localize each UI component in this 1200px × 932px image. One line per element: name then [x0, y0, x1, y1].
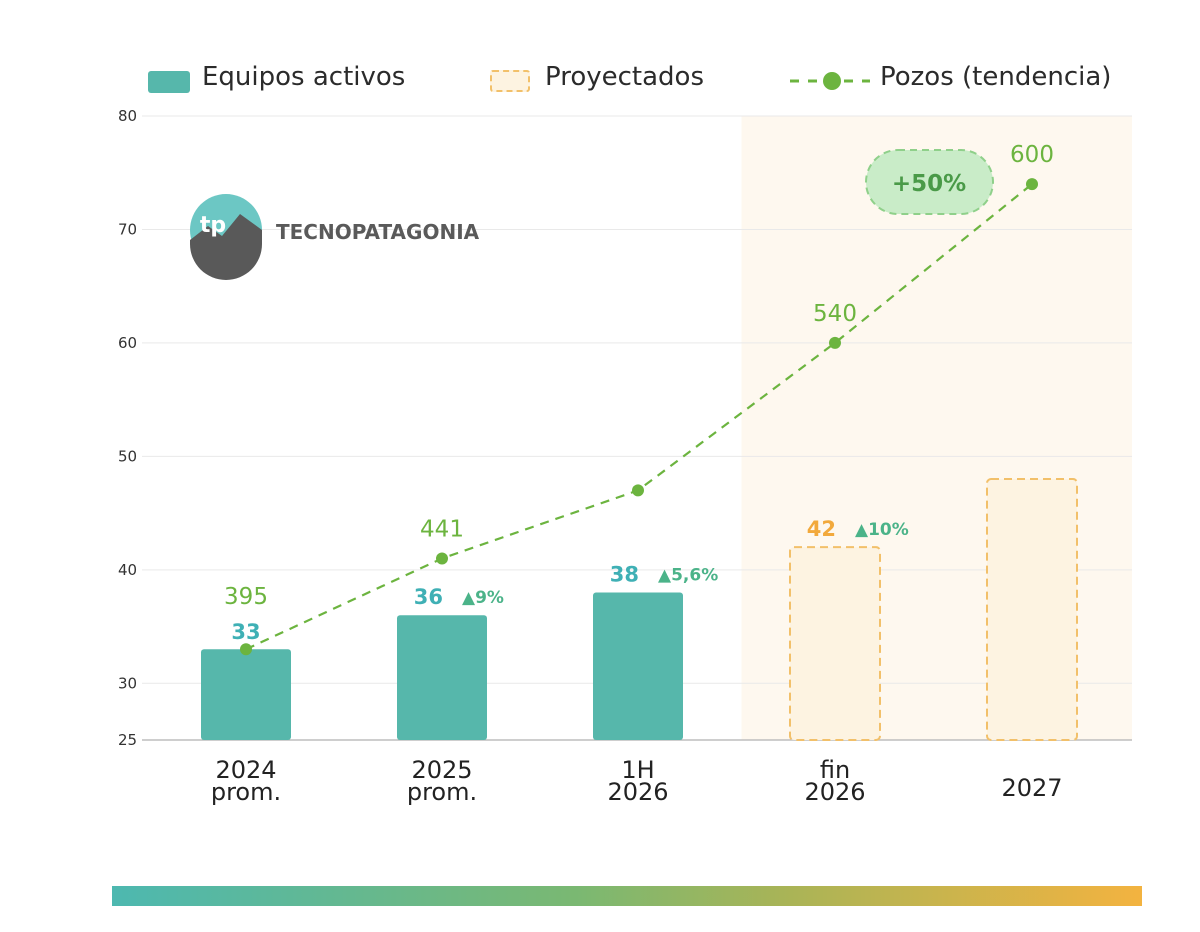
bar-proyectado-value-label-3: 42 [807, 517, 836, 541]
logo-badge-text: tp [200, 213, 226, 238]
x-tick-label-3-0: fin [820, 756, 850, 784]
trend-point-2 [632, 484, 644, 497]
trend-label-0: 395 [224, 584, 268, 610]
x-tick-label-3-1: 2026 [804, 778, 865, 806]
y-tick-label-40: 40 [118, 561, 137, 579]
legend-label-pozos: Pozos (tendencia) [880, 62, 1112, 92]
y-tick-label-25: 25 [118, 731, 137, 749]
bar-proyectado-3 [789, 546, 881, 741]
bar-equipos-0 [201, 649, 291, 740]
bar-equipos-growth-label-1: ▲9% [462, 588, 504, 608]
bar-equipos-growth-label-2: ▲5,6% [658, 566, 718, 586]
bar-equipos-value-label-1: 36 [414, 585, 443, 609]
bar-proyectado-growth-label-3: ▲10% [855, 520, 909, 540]
bar-equipos-2 [593, 592, 683, 740]
trend-label-3: 540 [813, 301, 857, 327]
growth-badge [865, 149, 994, 215]
bar-proyectado-4 [986, 478, 1078, 741]
bar-equipos-1 [397, 615, 487, 740]
legend-swatch-proyectados [490, 70, 530, 92]
trend-point-0 [240, 643, 252, 656]
trend-label-1: 441 [420, 516, 464, 542]
trend-point-3 [829, 336, 841, 349]
x-tick-label-2-1: 2026 [607, 778, 668, 806]
trend-point-4 [1026, 178, 1038, 191]
x-tick-label-0-0: 2024 [215, 756, 276, 784]
y-tick-label-30: 30 [118, 674, 137, 692]
y-tick-label-80: 80 [118, 107, 137, 125]
y-tick-label-70: 70 [118, 220, 137, 238]
legend-swatch-pozos [790, 72, 870, 90]
growth-badge-text: +50% [892, 171, 966, 197]
legend-label-proyectados: Proyectados [545, 62, 705, 92]
legend: Equipos activos Proyectados Pozos (tende… [0, 0, 1200, 110]
y-tick-label-60: 60 [118, 334, 137, 352]
legend-swatch-equipos [148, 71, 190, 93]
x-tick-label-4-0: 2027 [1001, 774, 1062, 802]
trend-point-1 [436, 552, 448, 565]
x-tick-label-1-0: 2025 [411, 756, 472, 784]
x-tick-label-0-1: prom. [211, 778, 281, 806]
x-tick-label-1-1: prom. [407, 778, 477, 806]
x-tick-label-2-0: 1H [621, 756, 654, 784]
legend-label-equipos: Equipos activos [202, 62, 406, 92]
y-tick-label-50: 50 [118, 447, 137, 465]
trend-label-4: 600 [1010, 142, 1054, 168]
bottom-gradient-bar [112, 886, 1142, 906]
chart: 253040506070802024prom.2025prom.1H2026fi… [118, 107, 1132, 806]
logo-mountain-icon [190, 214, 262, 280]
logo-wordmark: TECNOPATAGONIA [276, 220, 480, 244]
bar-equipos-value-label-0: 33 [231, 620, 260, 644]
bar-equipos-value-label-2: 38 [610, 563, 639, 587]
